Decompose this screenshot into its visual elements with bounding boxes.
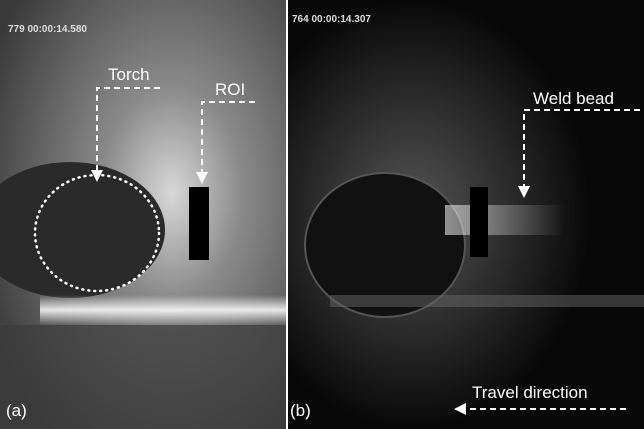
weld-bead bbox=[445, 205, 565, 235]
panel-label: (a) bbox=[6, 401, 27, 420]
panel-b: 764 00:00:14.307 Weld bead Travel direct… bbox=[288, 0, 644, 429]
weld-pool bbox=[40, 295, 286, 325]
divider bbox=[286, 0, 288, 429]
annotation: Weld bead bbox=[533, 89, 614, 108]
annotation: ROI bbox=[215, 80, 245, 99]
weld-pool bbox=[330, 295, 644, 307]
panel-label: (b) bbox=[290, 401, 311, 420]
annotation: Travel direction bbox=[472, 383, 588, 402]
annotation: Torch bbox=[108, 65, 150, 84]
timestamp: 764 00:00:14.307 bbox=[292, 14, 371, 25]
roi-box bbox=[189, 187, 209, 260]
figure: 779 00:00:14.580 Torch ROI (a) 764 00:00… bbox=[0, 0, 644, 429]
timestamp: 779 00:00:14.580 bbox=[8, 24, 87, 35]
base-plate bbox=[0, 325, 286, 429]
panel-a: 779 00:00:14.580 Torch ROI (a) bbox=[0, 0, 286, 429]
roi-box bbox=[470, 187, 488, 257]
